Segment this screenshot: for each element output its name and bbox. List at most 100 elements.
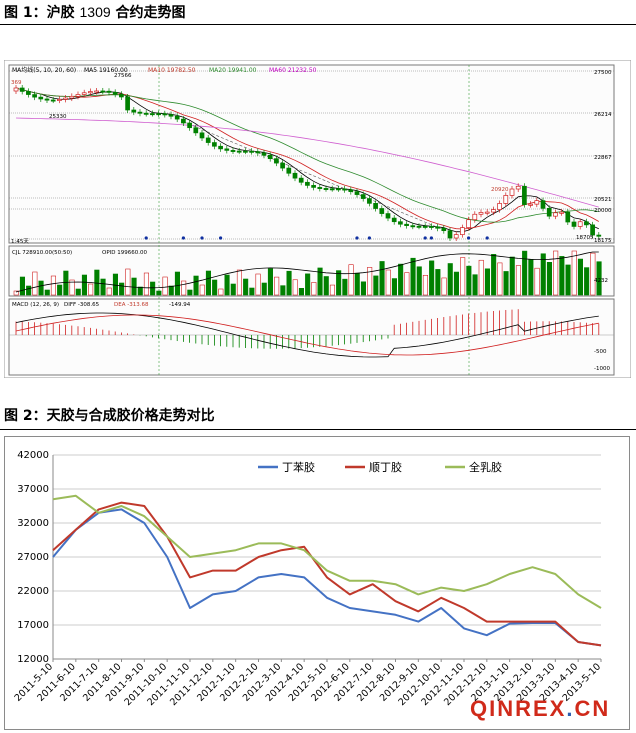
figure1-caption-suffix: 合约走势图 [110, 5, 186, 21]
event-marker [423, 236, 427, 240]
candle-body [100, 90, 106, 93]
candle-body [528, 203, 533, 206]
volume-bar [584, 267, 590, 296]
volume-bar [162, 276, 168, 296]
candle-body [94, 90, 99, 93]
volume-bar [32, 271, 38, 296]
opi-label: OPID 199660.00 [102, 250, 147, 256]
figure1-caption-number: 1309 [79, 4, 111, 20]
candle-body [429, 225, 434, 228]
ma-label: MA均线(5, 10, 20, 60) [12, 66, 76, 74]
candle-body [168, 114, 174, 117]
y-tick-label: 27000 [17, 552, 49, 563]
price-label-3: 22867 [594, 155, 612, 161]
candle-body [255, 151, 261, 154]
candle-body [199, 132, 205, 139]
volume-bar [416, 266, 422, 296]
candle-body [367, 198, 372, 204]
event-marker [144, 236, 148, 240]
ma20-label: MA20 19941.00 [209, 67, 257, 74]
volume-bar [150, 281, 156, 296]
volume-bar [38, 280, 44, 296]
volume-bar [88, 283, 94, 296]
ma20-line [15, 87, 599, 223]
volume-bar [57, 284, 63, 296]
volume-bar [453, 271, 460, 296]
volume-bar [94, 269, 100, 296]
volume-bar [218, 288, 224, 296]
event-marker [467, 236, 471, 240]
candle-body [410, 225, 416, 228]
volume-bar [379, 261, 385, 296]
candle-body [187, 122, 192, 129]
candle-body [162, 113, 168, 116]
volume-bar [168, 285, 174, 296]
candle-body [44, 98, 50, 101]
volume-bar [398, 263, 404, 296]
candle-body [243, 150, 248, 153]
event-marker [367, 236, 371, 240]
candle-body [131, 109, 137, 113]
dea-line [15, 314, 599, 356]
volume-bar [205, 270, 211, 296]
volume-bar [274, 276, 280, 296]
volume-bar [484, 268, 491, 296]
macd-axis-2: -1000 [594, 366, 610, 372]
candle-body [497, 203, 502, 210]
volume-bar [528, 259, 534, 296]
candle-body [553, 212, 558, 217]
volume-bar [181, 280, 187, 296]
volume-bar [267, 268, 274, 296]
figure2-caption: 图 2：天胶与合成胶价格走势对比 [4, 408, 215, 424]
candle-body [584, 221, 589, 226]
kline-grid [9, 65, 614, 375]
candle-body [336, 188, 341, 191]
event-marker [429, 236, 433, 240]
volume-bar [590, 252, 596, 296]
candle-body [181, 118, 186, 124]
annotation-low-1: 25330 [49, 114, 67, 120]
series-line-2 [52, 501, 602, 647]
price-label-2: 26214 [594, 112, 612, 118]
candle-body [540, 200, 546, 209]
volume-bar [243, 278, 249, 296]
candle-body [69, 95, 75, 99]
y-tick-label: 32000 [17, 518, 49, 529]
open-interest-line [15, 251, 599, 293]
volume-bar [286, 270, 292, 296]
volume-bar [497, 262, 503, 296]
candle-body [596, 234, 602, 237]
ma60-line [15, 117, 599, 208]
candle-body [484, 211, 490, 214]
candle-body [249, 150, 254, 153]
candle-body [577, 221, 583, 227]
candle-body [460, 227, 465, 235]
candle-body [280, 162, 285, 169]
volume-bar [460, 257, 466, 296]
volume-bar [571, 250, 577, 296]
volume-bar [69, 279, 75, 296]
annotation-high: 27566 [114, 73, 132, 79]
candle-body [422, 225, 428, 228]
volume-bar [106, 287, 112, 296]
volume-bar [156, 290, 162, 296]
volume-bar [317, 267, 323, 296]
candle-body [354, 191, 360, 195]
candle-body [125, 96, 130, 111]
candle-body [323, 188, 329, 190]
candle-body [230, 150, 236, 152]
volume-bar [515, 265, 522, 296]
kline-volume-bars [13, 250, 602, 296]
candle-body [491, 209, 496, 213]
candle-body [546, 207, 552, 217]
candle-body [503, 195, 509, 204]
candle-body [218, 145, 223, 150]
volume-bar [255, 273, 261, 296]
candle-body [50, 99, 56, 102]
dea-label: DEA -313.68 [114, 302, 149, 308]
candle-body [466, 219, 471, 228]
watermark-logo: QINREX.CN [470, 696, 610, 722]
candle-body [435, 226, 440, 229]
y-tick-label: 17000 [17, 620, 49, 631]
y-gridlines [52, 454, 601, 660]
